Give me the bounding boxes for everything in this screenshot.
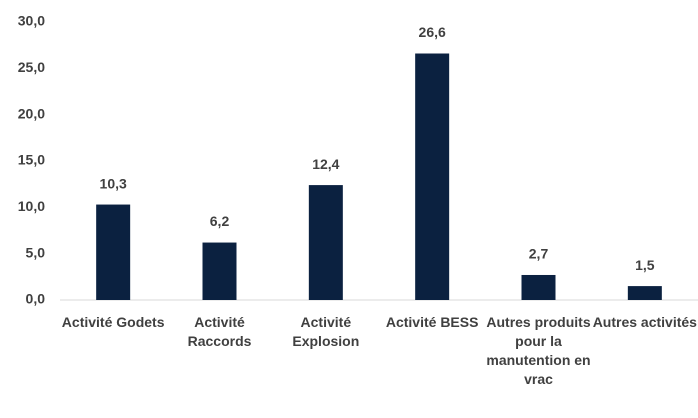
x-tick-label: Activité Raccords bbox=[187, 314, 252, 349]
y-tick-label: 0,0 bbox=[26, 291, 46, 307]
value-label: 2,7 bbox=[529, 246, 549, 262]
x-tick-label: Autres produits pour la manutention en v… bbox=[486, 314, 591, 387]
y-tick-label: 10,0 bbox=[18, 198, 45, 214]
bar bbox=[202, 242, 237, 300]
value-label: 1,5 bbox=[635, 257, 655, 273]
bar bbox=[308, 185, 343, 300]
bar bbox=[521, 274, 556, 300]
y-tick-label: 30,0 bbox=[18, 13, 45, 29]
x-tick-label: Activité Explosion bbox=[292, 314, 360, 349]
bar bbox=[96, 204, 131, 300]
value-label: 6,2 bbox=[210, 213, 230, 229]
y-tick-label: 15,0 bbox=[18, 152, 45, 168]
bar bbox=[627, 286, 662, 300]
x-tick-label: Activité Godets bbox=[61, 314, 165, 330]
bar bbox=[415, 53, 450, 300]
x-tick-label: Autres activités bbox=[592, 314, 697, 330]
y-tick-label: 5,0 bbox=[26, 244, 46, 260]
value-label: 26,6 bbox=[419, 24, 446, 40]
y-tick-label: 25,0 bbox=[18, 59, 45, 75]
value-label: 12,4 bbox=[312, 156, 339, 172]
y-tick-label: 20,0 bbox=[18, 105, 45, 121]
x-tick-label: Activité BESS bbox=[385, 314, 479, 330]
value-label: 10,3 bbox=[100, 175, 127, 191]
